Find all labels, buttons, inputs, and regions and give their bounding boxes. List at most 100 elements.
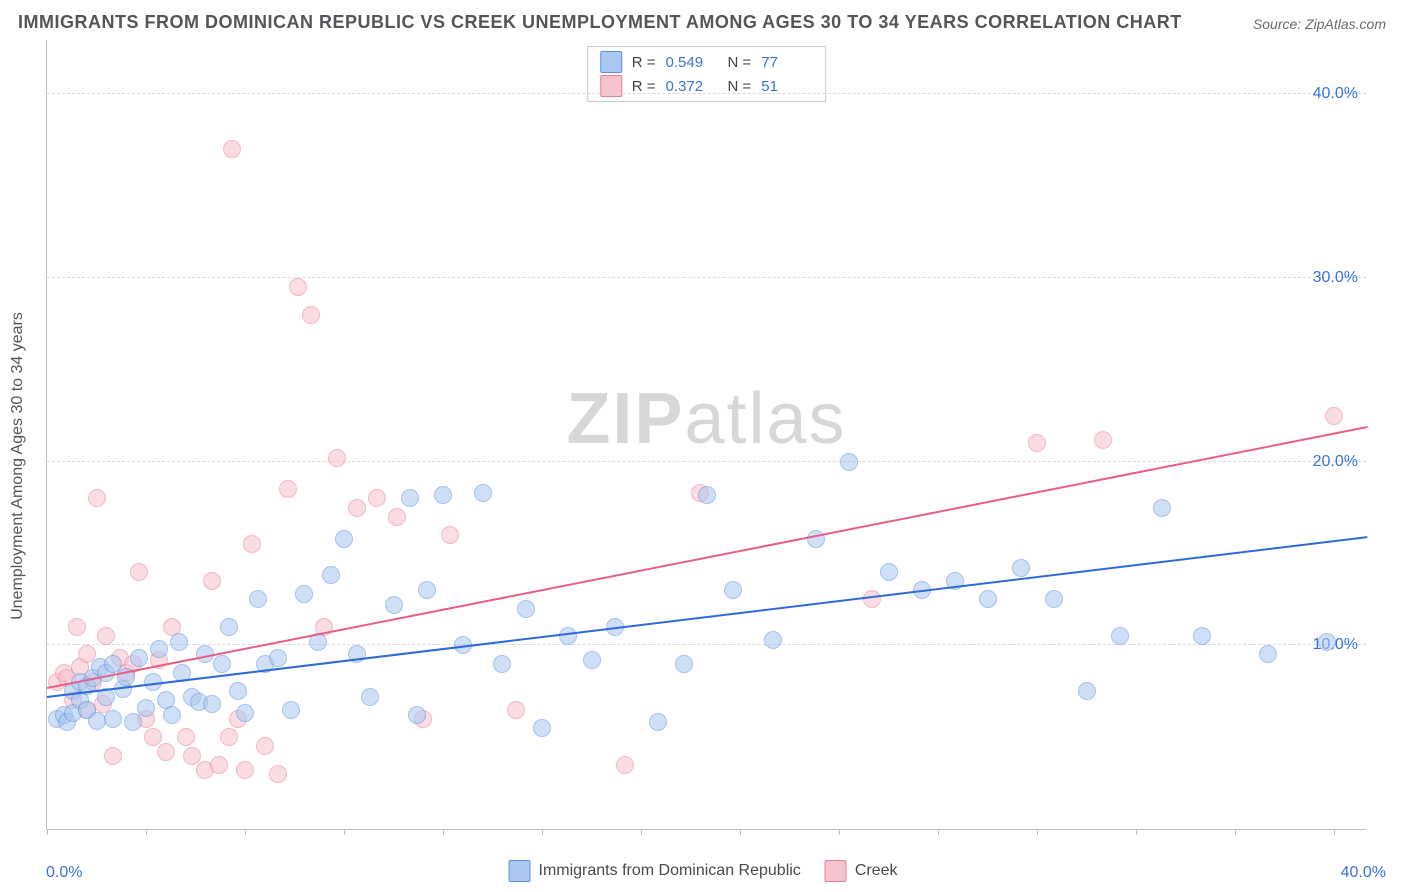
data-point-blue: [764, 631, 782, 649]
watermark: ZIPatlas: [566, 378, 846, 460]
r-label: R =: [632, 78, 656, 95]
data-point-blue: [335, 530, 353, 548]
series-legend: Immigrants from Dominican Republic Creek: [509, 860, 898, 882]
chart-title: IMMIGRANTS FROM DOMINICAN REPUBLIC VS CR…: [18, 12, 1182, 33]
data-point-blue: [1012, 559, 1030, 577]
data-point-blue: [104, 710, 122, 728]
data-point-pink: [616, 756, 634, 774]
data-point-pink: [388, 508, 406, 526]
data-point-blue: [408, 706, 426, 724]
data-point-pink: [368, 489, 386, 507]
x-axis-max-label: 40.0%: [1341, 864, 1386, 882]
data-point-blue: [269, 649, 287, 667]
trend-line-pink: [47, 426, 1367, 689]
legend-item-blue: Immigrants from Dominican Republic: [509, 860, 801, 882]
x-tick-mark: [47, 829, 48, 835]
data-point-blue: [203, 695, 221, 713]
legend-row-blue: R = 0.549 N = 77: [600, 51, 814, 73]
data-point-pink: [1325, 407, 1343, 425]
data-point-blue: [88, 712, 106, 730]
data-point-pink: [97, 627, 115, 645]
data-point-blue: [675, 655, 693, 673]
data-point-blue: [880, 563, 898, 581]
x-tick-mark: [344, 829, 345, 835]
gridline: [47, 93, 1366, 94]
watermark-light: atlas: [684, 379, 846, 459]
x-tick-mark: [1136, 829, 1137, 835]
legend-label-blue: Immigrants from Dominican Republic: [539, 862, 801, 879]
data-point-pink: [223, 140, 241, 158]
data-point-pink: [236, 761, 254, 779]
data-point-blue: [361, 688, 379, 706]
data-point-pink: [256, 737, 274, 755]
data-point-pink: [104, 747, 122, 765]
data-point-pink: [1094, 431, 1112, 449]
data-point-pink: [210, 756, 228, 774]
data-point-pink: [328, 449, 346, 467]
data-point-pink: [68, 618, 86, 636]
data-point-blue: [150, 640, 168, 658]
x-tick-mark: [1037, 829, 1038, 835]
data-point-blue: [170, 633, 188, 651]
data-point-blue: [124, 713, 142, 731]
data-point-blue: [840, 453, 858, 471]
chart-area: Unemployment Among Ages 30 to 34 years Z…: [0, 40, 1406, 892]
data-point-pink: [144, 728, 162, 746]
watermark-bold: ZIP: [566, 379, 684, 459]
data-point-blue: [401, 489, 419, 507]
x-tick-mark: [641, 829, 642, 835]
data-point-pink: [88, 489, 106, 507]
x-tick-mark: [443, 829, 444, 835]
data-point-blue: [229, 682, 247, 700]
trend-line-blue: [47, 536, 1367, 698]
legend-item-pink: Creek: [825, 860, 898, 882]
data-point-blue: [698, 486, 716, 504]
data-point-blue: [1259, 645, 1277, 663]
data-point-pink: [220, 728, 238, 746]
data-point-blue: [418, 581, 436, 599]
r-label: R =: [632, 54, 656, 71]
data-point-pink: [130, 563, 148, 581]
data-point-blue: [322, 566, 340, 584]
legend-label-pink: Creek: [855, 862, 898, 879]
data-point-blue: [220, 618, 238, 636]
data-point-pink: [289, 278, 307, 296]
x-axis-min-label: 0.0%: [46, 864, 82, 882]
y-tick-label: 30.0%: [1313, 269, 1358, 287]
data-point-pink: [441, 526, 459, 544]
data-point-pink: [348, 499, 366, 517]
data-point-blue: [533, 719, 551, 737]
swatch-blue-icon: [600, 51, 622, 73]
data-point-blue: [249, 590, 267, 608]
data-point-blue: [724, 581, 742, 599]
data-point-blue: [583, 651, 601, 669]
x-tick-mark: [146, 829, 147, 835]
data-point-blue: [649, 713, 667, 731]
y-axis-label: Unemployment Among Ages 30 to 34 years: [9, 312, 27, 620]
data-point-blue: [559, 627, 577, 645]
data-point-blue: [282, 701, 300, 719]
data-point-blue: [493, 655, 511, 673]
data-point-blue: [979, 590, 997, 608]
data-point-pink: [302, 306, 320, 324]
data-point-pink: [183, 747, 201, 765]
data-point-blue: [295, 585, 313, 603]
data-point-pink: [157, 743, 175, 761]
data-point-blue: [1318, 633, 1336, 651]
x-tick-mark: [740, 829, 741, 835]
data-point-blue: [1193, 627, 1211, 645]
x-tick-mark: [1235, 829, 1236, 835]
data-point-blue: [137, 699, 155, 717]
r-value-blue: 0.549: [666, 54, 718, 71]
data-point-blue: [1045, 590, 1063, 608]
data-point-pink: [269, 765, 287, 783]
n-label: N =: [728, 54, 752, 71]
n-value-blue: 77: [761, 54, 813, 71]
y-tick-label: 40.0%: [1313, 85, 1358, 103]
data-point-pink: [1028, 434, 1046, 452]
x-tick-mark: [1334, 829, 1335, 835]
data-point-blue: [213, 655, 231, 673]
data-point-blue: [1078, 682, 1096, 700]
data-point-pink: [507, 701, 525, 719]
data-point-blue: [517, 600, 535, 618]
